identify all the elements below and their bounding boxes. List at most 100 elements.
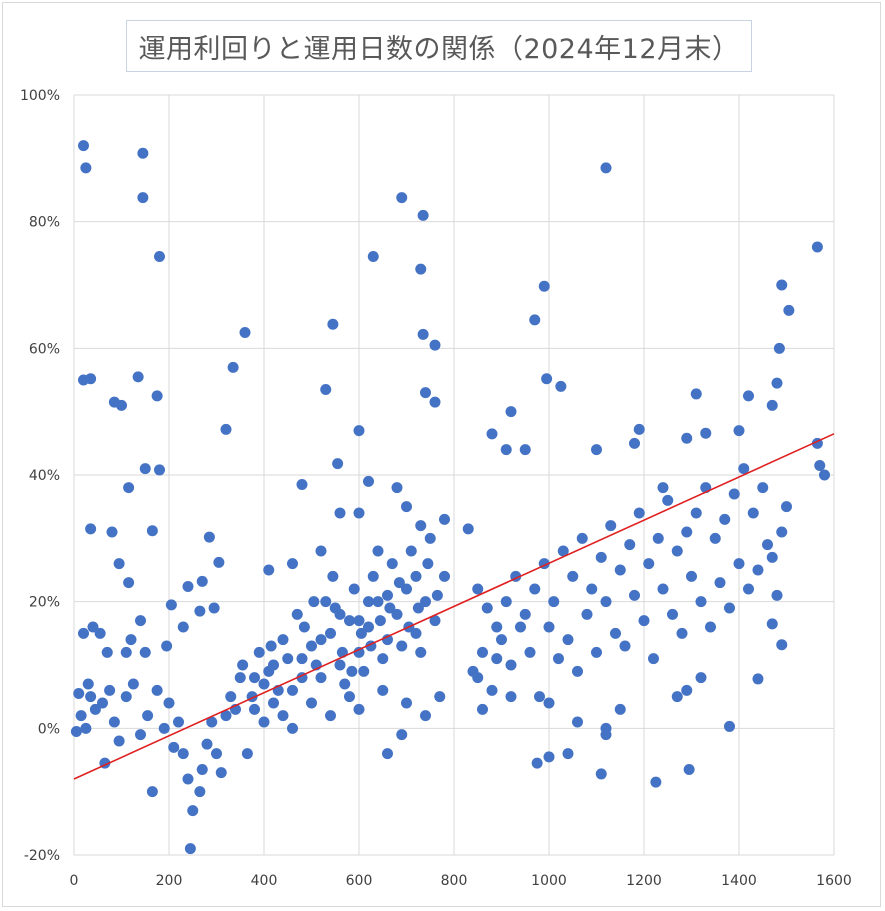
data-point [500, 596, 512, 608]
data-point [657, 482, 669, 494]
data-point [146, 786, 158, 798]
data-point [733, 558, 745, 570]
data-point [268, 697, 279, 709]
data-point [151, 684, 163, 696]
data-point [334, 659, 346, 671]
data-point [633, 507, 645, 519]
data-point [773, 342, 785, 354]
data-point [73, 688, 85, 699]
data-point [396, 729, 408, 741]
data-point [624, 539, 636, 551]
data-point [325, 710, 336, 722]
data-point [610, 627, 621, 639]
chart-title-box: 運用利回りと運用日数の関係（2024年12月末） [126, 20, 752, 72]
data-point [87, 621, 99, 633]
data-point [108, 716, 120, 728]
data-point [776, 279, 788, 291]
data-point [572, 716, 583, 728]
data-point [515, 621, 526, 633]
data-point [384, 602, 396, 614]
data-point [263, 665, 275, 677]
data-point [154, 464, 165, 476]
x-axis-ticks: 0 200 400 600 800 1000 1200 1400 1600 [70, 873, 852, 889]
data-point [557, 545, 569, 557]
data-point [70, 726, 82, 737]
data-point [393, 577, 405, 589]
data-point [567, 570, 579, 582]
data-point [728, 488, 740, 500]
data-point [586, 583, 598, 595]
y-tick-label: 0% [38, 721, 60, 737]
data-point [116, 399, 127, 411]
data-point [529, 314, 541, 326]
data-point [101, 646, 113, 658]
data-point [265, 640, 277, 652]
data-point [396, 192, 408, 204]
data-point [752, 564, 764, 576]
data-point [151, 390, 163, 402]
data-point [719, 513, 731, 525]
x-tick-label: 1000 [531, 873, 567, 889]
data-point [420, 596, 431, 608]
data-point [401, 697, 412, 709]
y-tick-label: -20% [24, 848, 60, 864]
data-point [391, 482, 403, 494]
data-point [683, 764, 695, 775]
data-point [158, 722, 170, 734]
data-point [391, 608, 403, 620]
data-point [239, 327, 251, 338]
data-point [766, 399, 778, 411]
gridlines [73, 94, 835, 856]
data-point [591, 444, 602, 456]
data-point [227, 361, 239, 373]
data-point [372, 596, 384, 608]
data-point [367, 570, 379, 582]
data-point [681, 526, 693, 538]
data-point [401, 501, 412, 513]
data-point [424, 532, 436, 544]
data-point [225, 691, 237, 703]
data-point [161, 640, 173, 652]
data-point [249, 703, 260, 715]
data-point [287, 684, 298, 696]
data-point [135, 615, 146, 627]
data-point [80, 162, 92, 174]
data-point [429, 396, 441, 408]
data-point [657, 583, 669, 595]
data-point [538, 280, 550, 292]
data-point [733, 425, 745, 437]
data-point [420, 710, 431, 722]
data-point [600, 162, 612, 174]
data-point [396, 640, 408, 652]
data-point [505, 691, 517, 703]
data-point [287, 722, 298, 734]
data-point [296, 653, 308, 665]
data-point [410, 627, 422, 639]
trendline-group [73, 433, 835, 780]
data-point [562, 748, 574, 760]
data-point [346, 665, 358, 677]
data-point [249, 672, 260, 684]
data-point [662, 494, 674, 506]
data-point [415, 646, 427, 658]
data-point [315, 545, 327, 557]
data-point [139, 646, 151, 658]
data-point [417, 328, 429, 340]
data-point [472, 672, 484, 684]
x-tick-label: 1200 [626, 873, 662, 889]
data-point [543, 621, 555, 633]
data-point [531, 757, 543, 769]
data-point [709, 532, 721, 544]
data-point [676, 627, 688, 639]
data-point [496, 634, 507, 646]
chart-title: 運用利回りと運用日数の関係（2024年12月末） [138, 33, 740, 65]
data-point [154, 251, 165, 262]
data-point [553, 653, 564, 665]
data-point [690, 388, 702, 400]
data-point [125, 634, 137, 646]
data-point [120, 691, 132, 703]
data-point [85, 373, 97, 385]
data-point [752, 673, 764, 685]
data-point [372, 545, 384, 557]
